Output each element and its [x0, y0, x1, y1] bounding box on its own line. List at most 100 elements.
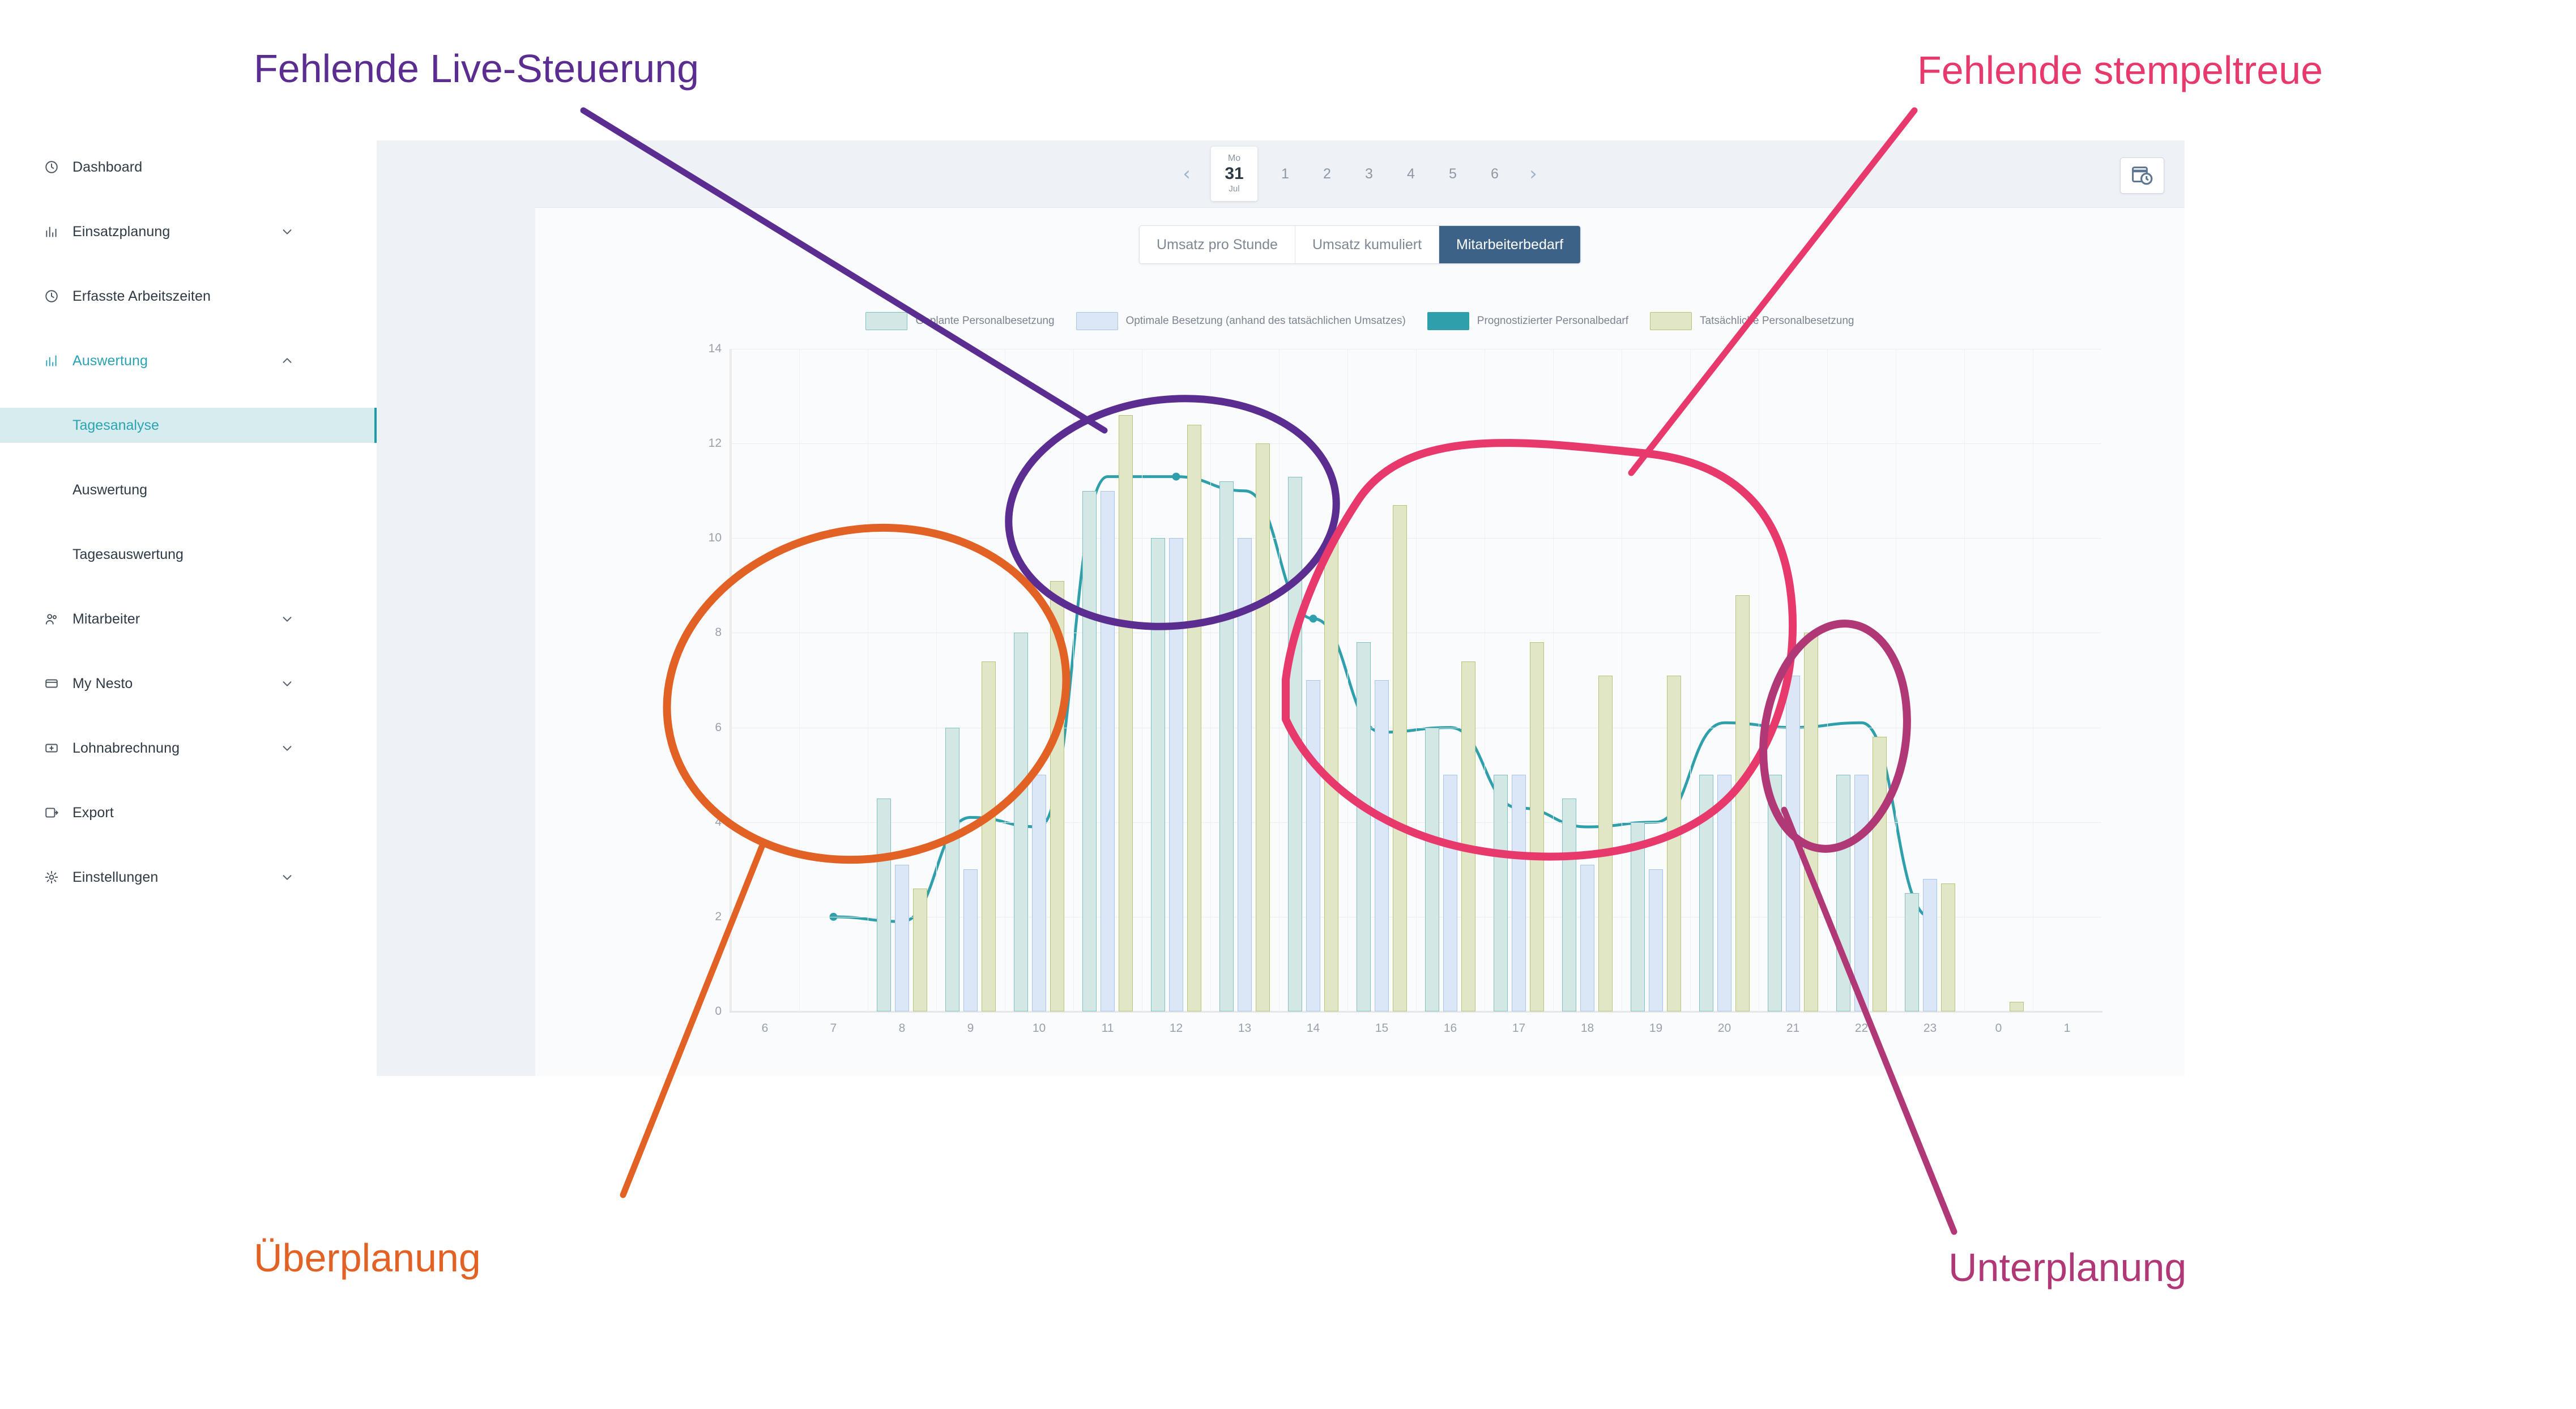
bar-opt-16[interactable] [1443, 775, 1458, 1011]
bar-act-16[interactable] [1461, 661, 1476, 1011]
bar-plan-19[interactable] [1630, 822, 1645, 1011]
export-icon [40, 801, 63, 825]
bar-plan-11[interactable] [1082, 490, 1097, 1011]
sidebar-item-einstellungen[interactable]: Einstellungen [40, 860, 368, 895]
bar-act-17[interactable] [1530, 642, 1545, 1011]
legend-swatch-tatsaechliche [1650, 312, 1692, 330]
legend-item-prognostiziert[interactable]: Prognostizierter Personalbedarf [1427, 312, 1628, 330]
tab-umsatz-pro-stunde[interactable]: Umsatz pro Stunde [1139, 226, 1295, 263]
bar-act-20[interactable] [1735, 595, 1750, 1011]
bar-plan-20[interactable] [1699, 775, 1713, 1011]
bar-plan-14[interactable] [1287, 476, 1302, 1011]
tab-mitarbeiterbedarf[interactable]: Mitarbeiterbedarf [1439, 226, 1581, 263]
bar-act-14[interactable] [1324, 538, 1339, 1011]
bar-plan-15[interactable] [1356, 642, 1371, 1011]
bar-act-23[interactable] [1941, 883, 1956, 1011]
bar-act-19[interactable] [1667, 675, 1682, 1011]
sidebar-item-export[interactable]: Export [40, 795, 368, 830]
day-number-1[interactable]: 1 [1281, 165, 1289, 182]
day-number-2[interactable]: 2 [1323, 165, 1331, 182]
bar-act-8[interactable] [913, 888, 928, 1011]
bar-plan-16[interactable] [1425, 727, 1439, 1011]
x-axis-tick-label: 10 [1032, 1022, 1046, 1035]
bar-opt-23[interactable] [1922, 879, 1938, 1011]
bar-opt-14[interactable] [1306, 680, 1321, 1011]
sidebar-item-dashboard[interactable]: Dashboard [40, 150, 368, 185]
bar-plan-13[interactable] [1219, 481, 1234, 1011]
date-pager[interactable]: ‹ Mo 31 Jul 1 2 3 4 5 6 › [1169, 140, 1551, 207]
chevron-up-icon[interactable] [281, 355, 293, 367]
legend-item-tatsaechliche[interactable]: Tatsächliche Personalbesetzung [1650, 312, 1854, 330]
bar-opt-13[interactable] [1237, 538, 1252, 1011]
bar-opt-21[interactable] [1785, 675, 1801, 1011]
tab-umsatz-kumuliert[interactable]: Umsatz kumuliert [1295, 226, 1440, 263]
bar-opt-20[interactable] [1717, 775, 1732, 1011]
legend-label-prognostiziert: Prognostizierter Personalbedarf [1477, 315, 1628, 327]
sidebar-item-my-nesto[interactable]: My Nesto [40, 666, 368, 701]
bar-opt-11[interactable] [1100, 490, 1115, 1011]
bar-act-18[interactable] [1598, 675, 1613, 1011]
bar-act-21[interactable] [1804, 633, 1819, 1011]
current-day-chip[interactable]: Mo 31 Jul [1211, 147, 1257, 201]
bar-plan-9[interactable] [945, 727, 959, 1011]
x-axis-tick-label: 1 [2063, 1022, 2071, 1035]
calendar-clock-icon-button[interactable] [2120, 157, 2164, 194]
legend-item-optimale[interactable]: Optimale Besetzung (anhand des tatsächli… [1076, 312, 1406, 330]
bar-act-12[interactable] [1187, 424, 1202, 1011]
day-number-5[interactable]: 5 [1449, 165, 1457, 182]
bar-act-0[interactable] [2010, 1002, 2024, 1011]
y-axis-tick-label: 8 [715, 626, 722, 639]
gridline-x [1416, 349, 1417, 1011]
sidebar-item-lohnabrechnung[interactable]: Lohnabrechnung [40, 731, 368, 766]
sidebar-item-auswertung[interactable]: Auswertung [40, 343, 368, 378]
sidebar-item-label: Auswertung [72, 352, 148, 369]
sidebar-subitem-tagesanalyse[interactable]: Tagesanalyse [0, 408, 378, 443]
chevron-down-icon[interactable] [281, 677, 293, 690]
sidebar-subitem-tagesauswertung[interactable]: Tagesauswertung [40, 537, 368, 572]
bar-opt-17[interactable] [1511, 775, 1526, 1011]
sidebar-item-einsatzplanung[interactable]: Einsatzplanung [40, 214, 368, 249]
bar-plan-18[interactable] [1562, 798, 1576, 1011]
clock-icon [40, 284, 63, 308]
bar-opt-18[interactable] [1580, 864, 1595, 1011]
bar-plan-10[interactable] [1013, 633, 1028, 1011]
prev-day-button[interactable]: ‹ [1183, 163, 1191, 185]
bar-opt-12[interactable] [1168, 538, 1184, 1011]
app-panel: ‹ Mo 31 Jul 1 2 3 4 5 6 › [377, 140, 2185, 1076]
legend-item-geplante[interactable]: Geplante Personalbesetzung [865, 312, 1055, 330]
chevron-down-icon[interactable] [281, 613, 293, 625]
chevron-down-icon[interactable] [281, 871, 293, 883]
bar-plan-21[interactable] [1767, 775, 1782, 1011]
sidebar-subitem-auswertung[interactable]: Auswertung [40, 472, 368, 507]
chevron-down-icon[interactable] [281, 225, 293, 238]
bar-act-13[interactable] [1256, 443, 1270, 1011]
bar-act-9[interactable] [982, 661, 996, 1011]
bar-act-11[interactable] [1119, 415, 1133, 1011]
bar-act-22[interactable] [1873, 737, 1887, 1011]
sidebar-item-mitarbeiter[interactable]: Mitarbeiter [40, 601, 368, 637]
bar-opt-9[interactable] [963, 869, 978, 1011]
chevron-down-icon[interactable] [281, 742, 293, 754]
bar-plan-17[interactable] [1493, 775, 1508, 1011]
bar-act-10[interactable] [1050, 580, 1065, 1011]
bar-plan-8[interactable] [876, 798, 891, 1011]
bar-opt-22[interactable] [1854, 775, 1869, 1011]
day-number-3[interactable]: 3 [1365, 165, 1373, 182]
bar-opt-19[interactable] [1648, 869, 1664, 1011]
sidebar-item-label: Einstellungen [72, 869, 159, 885]
bar-plan-23[interactable] [1904, 893, 1919, 1011]
bar-act-15[interactable] [1393, 505, 1408, 1011]
day-number-4[interactable]: 4 [1407, 165, 1415, 182]
bar-plan-12[interactable] [1150, 538, 1165, 1011]
next-day-button[interactable]: › [1529, 163, 1537, 185]
x-axis-tick-label: 15 [1375, 1022, 1389, 1035]
metric-tabs[interactable]: Umsatz pro Stunde Umsatz kumuliert Mitar… [1138, 225, 1581, 264]
sidebar-item-erfasste-arbeitszeiten[interactable]: Erfasste Arbeitszeiten [40, 279, 368, 314]
bar-opt-10[interactable] [1031, 775, 1047, 1011]
bar-plan-22[interactable] [1836, 775, 1850, 1011]
bar-opt-15[interactable] [1374, 680, 1389, 1011]
bar-opt-8[interactable] [894, 864, 910, 1011]
x-axis-tick-label: 14 [1306, 1022, 1320, 1035]
y-axis-tick-label: 0 [715, 1005, 722, 1018]
day-number-6[interactable]: 6 [1491, 165, 1499, 182]
